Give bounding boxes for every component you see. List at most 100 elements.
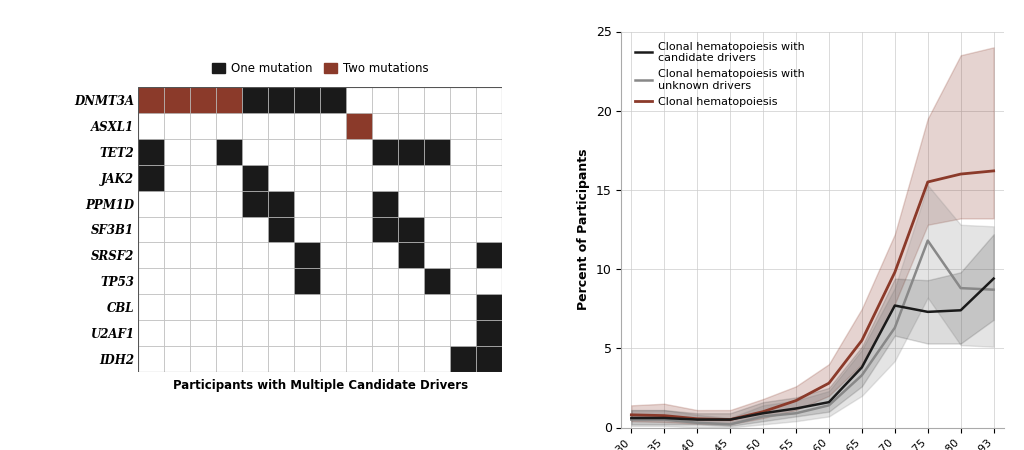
Clonal hematopoiesis with
unknown drivers [889,325,901,330]
Bar [321,216,346,243]
Bar [243,320,268,346]
Bar [268,86,294,112]
Y-axis label: Percent of Participants: Percent of Participants [578,149,590,310]
Bar [451,139,476,165]
Bar [372,216,398,243]
Bar [346,320,372,346]
Bar [243,190,268,216]
Bar [138,294,164,320]
Bar [451,86,476,112]
Bar [372,243,398,269]
Bar [398,139,424,165]
Bar [190,86,216,112]
Clonal hematopoiesis [626,412,638,418]
Clonal hematopoiesis with
candidate drivers [856,364,868,370]
Bar [138,346,164,373]
Bar [346,139,372,165]
Bar [294,346,321,373]
Bar [138,86,164,112]
Bar [268,165,294,190]
Bar [216,294,243,320]
Bar [346,216,372,243]
Clonal hematopoiesis with
unknown drivers [954,285,967,291]
Bar [398,243,424,269]
Bar [164,139,190,165]
Bar [190,139,216,165]
Bar [398,112,424,139]
Bar [424,216,451,243]
Bar [216,139,243,165]
Bar [451,269,476,294]
Bar [243,190,268,216]
Bar [372,269,398,294]
Bar [372,190,398,216]
Bar [243,165,268,190]
Bar [190,86,216,112]
Bar [398,165,424,190]
Clonal hematopoiesis with
candidate drivers [889,303,901,308]
Clonal hematopoiesis with
unknown drivers [856,373,868,378]
Bar [294,86,321,112]
Bar [294,139,321,165]
Bar [451,320,476,346]
Bar [424,190,451,216]
Clonal hematopoiesis with
unknown drivers [823,403,836,408]
Bar [294,320,321,346]
Bar [476,294,502,320]
Bar [268,190,294,216]
Bar [398,269,424,294]
Bar [424,294,451,320]
Bar [216,243,243,269]
Clonal hematopoiesis [922,179,934,184]
Bar [190,216,216,243]
Bar [138,320,164,346]
Bar [190,165,216,190]
Clonal hematopoiesis with
unknown drivers [757,414,769,419]
Bar [476,190,502,216]
Bar [398,243,424,269]
Bar [451,346,476,373]
Clonal hematopoiesis [823,380,836,386]
Bar [476,269,502,294]
Clonal hematopoiesis with
candidate drivers [724,417,736,422]
Bar [216,346,243,373]
Clonal hematopoiesis with
candidate drivers [626,415,638,421]
Bar [372,190,398,216]
Bar [243,112,268,139]
Bar [138,243,164,269]
Bar [476,112,502,139]
Bar [372,86,398,112]
Bar [138,165,164,190]
Bar [346,165,372,190]
Bar [216,190,243,216]
Bar [268,190,294,216]
Clonal hematopoiesis [790,398,802,403]
Bar [216,320,243,346]
Bar [321,139,346,165]
Bar [294,269,321,294]
Bar [321,86,346,112]
Clonal hematopoiesis [889,270,901,275]
Bar [216,112,243,139]
Bar [424,139,451,165]
Bar [294,165,321,190]
Bar [321,165,346,190]
Bar [268,320,294,346]
Bar [164,190,190,216]
Bar [164,165,190,190]
Clonal hematopoiesis with
candidate drivers [823,400,836,405]
Bar [321,190,346,216]
Bar [398,346,424,373]
Clonal hematopoiesis [757,409,769,414]
Bar [243,139,268,165]
Bar [424,346,451,373]
Bar [243,243,268,269]
Bar [294,243,321,269]
Bar [398,190,424,216]
Bar [346,294,372,320]
Bar [164,320,190,346]
Clonal hematopoiesis with
unknown drivers [691,420,703,425]
Bar [164,243,190,269]
Bar [424,269,451,294]
Clonal hematopoiesis with
candidate drivers [987,276,999,281]
